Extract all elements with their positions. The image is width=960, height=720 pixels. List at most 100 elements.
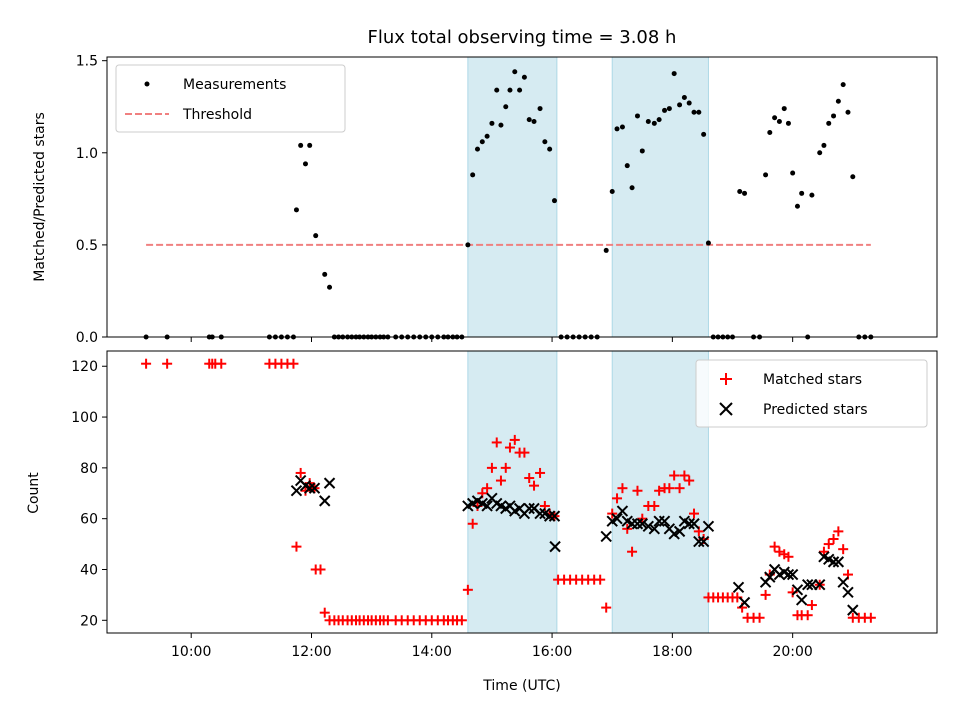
measurement-point bbox=[817, 150, 823, 156]
predicted-star-point bbox=[795, 594, 808, 606]
legend-measurements-label: Measurements bbox=[183, 77, 286, 93]
bottom-y-axis-label: Count bbox=[26, 472, 42, 514]
measurement-point bbox=[465, 242, 471, 248]
measurement-point bbox=[772, 115, 778, 121]
matched-star-point bbox=[495, 475, 506, 486]
bottom-legend: Matched stars Predicted stars bbox=[695, 359, 928, 428]
bottom-legend-box bbox=[695, 359, 928, 428]
matched-star-point bbox=[627, 546, 638, 557]
predicted-star-point bbox=[688, 518, 700, 530]
matched-star-point bbox=[462, 584, 473, 595]
matched-star-point bbox=[300, 485, 311, 496]
measurement-point bbox=[531, 118, 537, 124]
measurement-point bbox=[651, 120, 657, 126]
measurement-point bbox=[785, 120, 791, 126]
measurement-point bbox=[686, 100, 692, 106]
matched-star-point bbox=[601, 602, 612, 613]
measurement-point bbox=[619, 124, 625, 130]
predicted-star-point bbox=[323, 477, 336, 489]
measurement-point bbox=[551, 198, 557, 204]
matched-star-point bbox=[288, 358, 299, 369]
predicted-star-point bbox=[782, 568, 795, 581]
matched-star-point bbox=[760, 589, 771, 600]
measurement-point bbox=[542, 139, 548, 145]
measurement-point bbox=[322, 271, 328, 277]
matched-star-point bbox=[291, 541, 302, 552]
predicted-star-point bbox=[814, 579, 826, 591]
bottom-panel: 20 40 60 80 100 120 10:00 12:00 14:00 16:00 18:00… bbox=[26, 350, 938, 694]
measurement-point bbox=[845, 109, 851, 115]
predicted-star-point bbox=[683, 518, 695, 530]
shaded-interval-1 bbox=[467, 350, 558, 634]
measurement-point bbox=[799, 190, 805, 196]
measurement-point bbox=[470, 172, 476, 178]
x-axis-label: Time (UTC) bbox=[482, 678, 560, 694]
shaded-interval-1 bbox=[467, 56, 558, 338]
measurement-point bbox=[298, 142, 304, 148]
bottom-y-tick-label: 120 bbox=[71, 359, 98, 375]
matched-star-point bbox=[162, 358, 173, 369]
top-axes-frame bbox=[106, 56, 938, 338]
measurement-point bbox=[474, 146, 480, 152]
matched-star-point bbox=[802, 610, 813, 621]
measurement-point bbox=[826, 120, 832, 126]
predicted-star-point bbox=[523, 502, 535, 515]
x-tick-label: 20:00 bbox=[772, 644, 812, 660]
predicted-star-point bbox=[693, 535, 705, 548]
measurement-point bbox=[479, 139, 485, 145]
measurement-point bbox=[526, 117, 532, 123]
measurement-point bbox=[484, 133, 490, 139]
x-tick-label: 16:00 bbox=[532, 644, 572, 660]
x-tick-label: 14:00 bbox=[412, 644, 452, 660]
top-y-axis-label: Matched/Predicted stars bbox=[32, 112, 48, 282]
measurement-point bbox=[645, 118, 651, 124]
measurement-point bbox=[835, 98, 841, 104]
matched-star-point bbox=[509, 434, 520, 445]
shaded-interval-2 bbox=[611, 350, 709, 634]
predicted-star-point bbox=[648, 523, 661, 535]
measurement-point bbox=[790, 170, 796, 176]
shaded-interval-2 bbox=[611, 56, 709, 338]
bottom-axes-frame bbox=[106, 350, 938, 634]
matched-star-point bbox=[664, 483, 675, 494]
predicted-star-points bbox=[290, 474, 859, 616]
measurement-point bbox=[681, 95, 687, 101]
bottom-y-tick-label: 60 bbox=[80, 512, 98, 528]
measurement-point bbox=[781, 106, 787, 112]
matched-star-point bbox=[504, 442, 515, 453]
top-legend: Measurements Threshold bbox=[115, 64, 346, 133]
predicted-star-point bbox=[636, 518, 648, 530]
predicted-star-point bbox=[847, 604, 859, 616]
legend-predicted-marker bbox=[719, 402, 733, 416]
measurement-point bbox=[517, 87, 523, 93]
measurement-point bbox=[691, 109, 697, 115]
matched-star-point bbox=[467, 518, 478, 529]
measurement-point bbox=[507, 87, 513, 93]
predicted-star-point bbox=[827, 556, 840, 568]
measurement-point bbox=[302, 161, 308, 167]
matched-star-point bbox=[865, 612, 876, 623]
predicted-star-point bbox=[673, 525, 686, 538]
predicted-star-point bbox=[549, 540, 561, 553]
measurement-point bbox=[763, 172, 769, 178]
top-x-ticks bbox=[190, 337, 794, 342]
measurement-point bbox=[547, 146, 553, 152]
measurement-point bbox=[629, 185, 635, 191]
legend-threshold-label: Threshold bbox=[182, 107, 252, 123]
top-panel: 0.0 0.5 1.0 1.5 Matched/Predicted stars Mea… bbox=[32, 54, 938, 346]
predicted-star-point bbox=[481, 500, 493, 512]
predicted-star-point bbox=[837, 576, 849, 588]
predicted-star-point bbox=[738, 596, 751, 609]
matched-star-point bbox=[315, 564, 326, 575]
matched-star-point bbox=[529, 480, 540, 491]
x-tick-label: 10:00 bbox=[171, 644, 211, 660]
matched-star-point bbox=[491, 437, 502, 448]
matched-star-point bbox=[838, 544, 849, 555]
predicted-star-point bbox=[642, 520, 655, 533]
matched-star-point bbox=[141, 358, 152, 369]
matched-star-point bbox=[806, 600, 817, 611]
matched-star-point bbox=[674, 483, 685, 494]
measurement-point bbox=[831, 113, 837, 119]
measurement-point bbox=[671, 71, 677, 77]
